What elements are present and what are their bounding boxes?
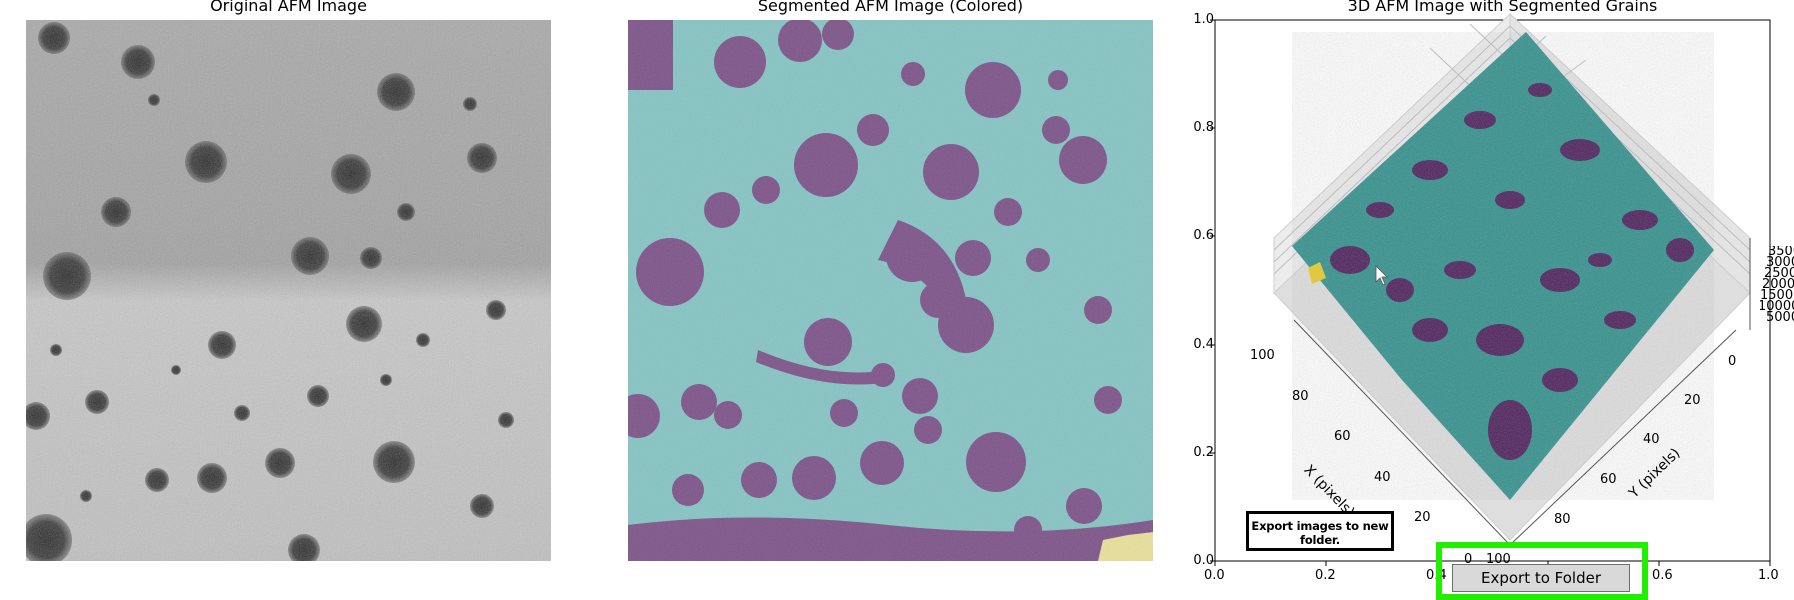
x-pixel-tick: 20 — [1414, 510, 1431, 525]
y-pixel-tick: 40 — [1643, 432, 1660, 447]
y-tick: 0.8 — [1193, 120, 1214, 135]
y-pixel-tick: 20 — [1684, 393, 1701, 408]
x-tick: 0.4 — [1426, 568, 1447, 583]
z-tick: 25000 — [1764, 266, 1794, 281]
x-pixel-tick: 100 — [1250, 348, 1275, 363]
x-pixel-tick: 80 — [1292, 389, 1309, 404]
y-pixel-tick: 100 — [1486, 552, 1511, 567]
z-tick: 30000 — [1766, 255, 1794, 270]
tooltip-line: Export images to new — [1251, 519, 1389, 533]
plot-frame — [1214, 19, 1771, 562]
x-pixel-tick: 0 — [1464, 552, 1473, 567]
z-tick: 15000 — [1760, 288, 1794, 303]
y-pixel-tick: 80 — [1554, 512, 1571, 527]
y-pixel-tick: 60 — [1600, 472, 1617, 487]
y-pixel-tick: 0 — [1728, 354, 1737, 369]
x-tick: 0.2 — [1315, 568, 1336, 583]
y-axis-ticks — [1210, 19, 1215, 562]
x-pixel-tick: 60 — [1334, 429, 1351, 444]
surface-plot-title: 3D AFM Image with Segmented Grains — [1347, 0, 1658, 15]
z-tick: 35000 — [1768, 246, 1794, 259]
original-afm-image — [26, 20, 551, 561]
x-tick: 0.6 — [1652, 568, 1673, 583]
z-tick: 5000 — [1766, 310, 1794, 325]
segmented-afm-image — [628, 20, 1153, 561]
x-tick: 0.0 — [1204, 568, 1225, 583]
y-tick: 1.0 — [1193, 12, 1214, 27]
z-tick: 10000 — [1760, 299, 1794, 314]
original-image-title: Original AFM Image — [210, 0, 367, 15]
y-tick: 0.2 — [1193, 445, 1214, 460]
export-to-folder-button[interactable]: Export to Folder — [1452, 564, 1630, 592]
x-tick: 1.0 — [1758, 568, 1779, 583]
z-tick: 20000 — [1762, 277, 1794, 292]
y-tick: 0.0 — [1193, 553, 1214, 568]
segmented-image-title: Segmented AFM Image (Colored) — [757, 0, 1024, 15]
export-tooltip: Export images to new folder. — [1246, 511, 1394, 551]
y-axis-tick-labels: 1.0 0.8 0.6 0.4 0.2 0.0 — [1180, 0, 1214, 598]
y-tick: 0.4 — [1193, 337, 1214, 352]
x-pixel-tick: 40 — [1374, 470, 1391, 485]
z-axis-ticks: 35000 30000 25000 20000 15000 10000 5000 — [1760, 246, 1794, 336]
mouse-cursor-icon — [1375, 265, 1388, 286]
tooltip-line: folder. — [1300, 533, 1340, 547]
surface-plot-3d — [1210, 12, 1771, 566]
y-tick: 0.6 — [1193, 228, 1214, 243]
